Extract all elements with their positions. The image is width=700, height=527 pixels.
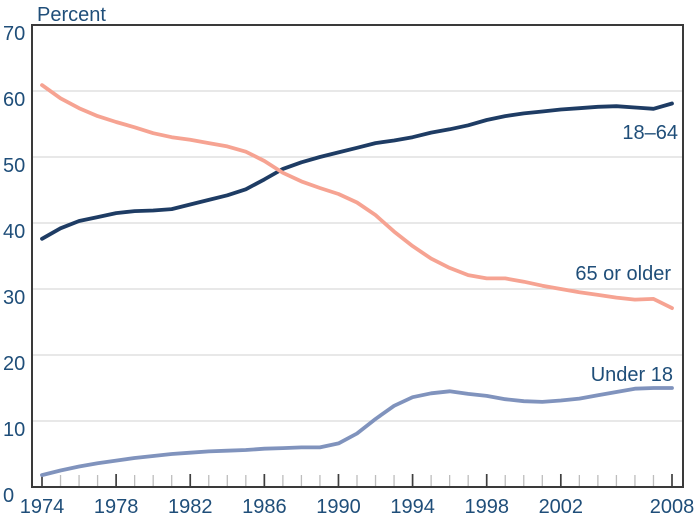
x-tick-label-1994: 1994 [390,496,435,518]
series-label-18-64: 18–64 [622,122,678,144]
x-tick-label-1974: 1974 [20,496,65,518]
x-tick-label-1982: 1982 [168,496,213,518]
y-tick-label-40: 40 [3,221,25,243]
plot-border [31,24,684,488]
y-tick-label-30: 30 [3,287,25,309]
series-label-under-18: Under 18 [591,364,673,386]
x-tick-label-1990: 1990 [316,496,361,518]
line-65-or-older [40,83,674,311]
y-tick-label-60: 60 [3,89,25,111]
x-tick-label-2008: 2008 [650,496,695,518]
x-axis-ticks [41,474,673,487]
series-label-65-or-older: 65 or older [575,263,671,285]
y-tick-label-20: 20 [3,353,25,375]
x-tick-label-1986: 1986 [242,496,287,518]
x-tick-label-2002: 2002 [539,496,584,518]
y-tick-label-0: 0 [3,485,14,507]
x-tick-label-1978: 1978 [94,496,139,518]
y-tick-label-10: 10 [3,419,25,441]
y-tick-label-50: 50 [3,155,25,177]
line-under-18 [40,386,674,478]
x-tick-label-1998: 1998 [464,496,509,518]
x-axis-labels: 1974 1978 1982 1986 1990 1994 1998 2002 2008 [20,496,695,518]
y-axis-labels: 0 10 20 30 40 50 60 70 [3,23,25,507]
line-18-64 [40,101,674,241]
y-tick-label-70: 70 [3,23,25,45]
gridlines [32,90,683,422]
y-axis-title: Percent [37,4,106,26]
series-lines [40,83,674,478]
